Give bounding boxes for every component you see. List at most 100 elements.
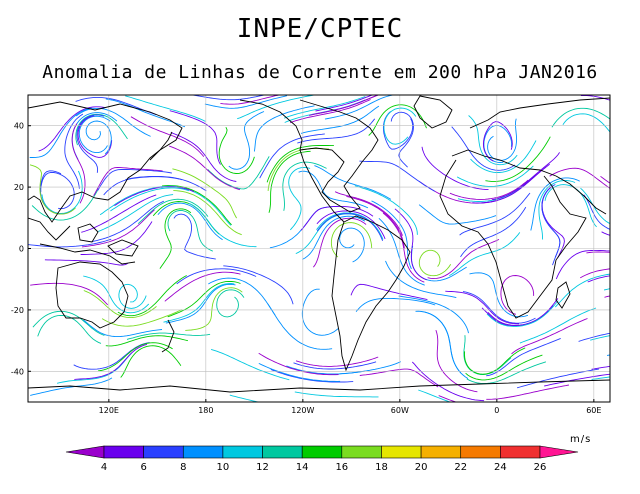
streamline — [601, 231, 610, 236]
coast-europe — [469, 97, 610, 129]
streamline — [298, 170, 369, 209]
colorbar-label: 22 — [454, 462, 467, 473]
colorbar-segment — [381, 445, 422, 459]
coastlines — [28, 95, 610, 393]
streamline — [98, 194, 174, 232]
colorbar-segment — [143, 445, 184, 459]
coast-eurasia — [28, 101, 183, 223]
coast-australia — [55, 261, 129, 329]
streamline — [83, 290, 157, 319]
streamline — [32, 310, 105, 336]
coast-africa — [439, 159, 587, 319]
streamline — [435, 329, 478, 393]
streamline — [316, 210, 386, 240]
streamline — [580, 187, 610, 225]
streamline — [37, 314, 102, 344]
streamline — [118, 283, 147, 309]
coast-north-america — [239, 99, 379, 213]
streamline — [551, 107, 610, 128]
streamline — [157, 202, 223, 241]
streamline — [237, 95, 317, 120]
streamline — [462, 291, 536, 324]
coast-madagascar — [555, 281, 571, 309]
streamline — [330, 222, 373, 258]
streamline — [258, 362, 341, 382]
streamline — [421, 146, 489, 190]
streamline — [125, 175, 207, 192]
colorbar-label: 10 — [217, 462, 230, 473]
streamline — [485, 136, 551, 182]
streamline — [125, 95, 206, 122]
streamline — [468, 115, 518, 166]
streamline — [350, 283, 428, 301]
streamline — [398, 295, 469, 334]
streamline — [164, 271, 241, 302]
streamline — [334, 191, 403, 236]
lat-tick-label: -40 — [11, 367, 24, 376]
streamline — [580, 95, 610, 101]
streamline — [587, 275, 610, 283]
streamline — [314, 165, 392, 200]
streamline — [85, 120, 112, 155]
streamline — [161, 185, 232, 226]
streamline — [172, 168, 237, 219]
streamline — [159, 208, 192, 269]
streamline — [29, 107, 92, 158]
colorbar-segment — [182, 445, 224, 459]
colorbar-segment — [222, 445, 263, 459]
streamline — [418, 180, 498, 204]
streamline — [418, 249, 452, 277]
lon-tick-label: 60E — [586, 406, 601, 415]
streamline — [604, 295, 610, 298]
streamline — [355, 297, 436, 312]
lat-tick-label: -20 — [11, 306, 24, 315]
streamline — [105, 335, 189, 347]
streamline — [316, 213, 384, 241]
streamline — [424, 311, 469, 379]
lon-tick-label: 120W — [291, 406, 314, 415]
streamline — [288, 166, 311, 231]
streamline — [300, 205, 374, 231]
streamline — [229, 394, 261, 402]
streamline — [516, 368, 599, 389]
streamline — [97, 168, 172, 191]
coast-borneo — [77, 223, 99, 243]
streamline — [555, 249, 610, 280]
streamline — [167, 280, 241, 318]
streamline — [110, 187, 190, 212]
streamline — [579, 268, 610, 279]
streamline — [83, 275, 150, 314]
streamline — [289, 99, 371, 124]
streamline — [390, 111, 414, 168]
streamline — [346, 195, 405, 249]
streamline — [418, 204, 497, 225]
streamline — [223, 265, 294, 305]
streamline — [204, 95, 288, 109]
streamline — [137, 198, 209, 225]
streamline — [258, 352, 339, 376]
streamline — [309, 95, 380, 116]
streamline — [418, 389, 452, 402]
streamline — [74, 343, 148, 380]
streamline — [541, 189, 561, 266]
streamline — [81, 194, 157, 233]
streamline — [208, 277, 276, 316]
streamline — [40, 171, 75, 210]
colorbar-unit: m/s — [570, 434, 592, 445]
streamline — [28, 238, 112, 248]
streamline — [31, 189, 99, 221]
streamline — [481, 305, 554, 327]
streamline — [38, 106, 105, 152]
streamline — [295, 356, 379, 367]
streamline — [472, 167, 546, 204]
streamline — [30, 377, 113, 396]
streamlines — [28, 95, 610, 402]
streamline — [465, 354, 543, 381]
map-subtitle: Anomalia de Linhas de Corrente em 200 hP… — [42, 62, 598, 83]
colorbar-label: 16 — [335, 462, 348, 473]
streamline — [470, 140, 537, 173]
streamline — [169, 145, 241, 191]
streamline — [286, 365, 370, 375]
streamline — [302, 215, 366, 260]
streamline — [394, 208, 427, 281]
